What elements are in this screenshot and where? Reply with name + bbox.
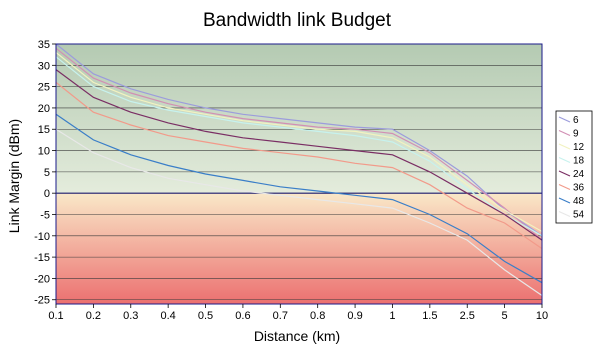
legend-label-9: 9: [573, 129, 579, 140]
legend-label-54: 54: [573, 210, 585, 221]
plot-frame: [55, 43, 543, 305]
y-tick-label: 10: [38, 146, 50, 158]
zone-below-zero: [56, 193, 542, 304]
legend-swatch-54: [558, 210, 571, 218]
y-tick-label: -20: [34, 273, 50, 285]
x-tick-label: 0.1: [48, 310, 63, 322]
legend-swatch-9: [558, 129, 571, 137]
series-lines: [55, 43, 543, 296]
series-line-6: [55, 43, 543, 237]
x-axis-title: Distance (km): [254, 328, 340, 344]
series-line-9: [55, 47, 543, 241]
x-tick-label: 0.2: [86, 310, 101, 322]
axes: [52, 43, 543, 308]
x-tick-label: 0.6: [235, 310, 250, 322]
series-line-48: [55, 113, 543, 284]
y-tick-label: 20: [38, 103, 50, 115]
x-tick-label: 10: [536, 310, 548, 322]
y-tick-label: 35: [38, 39, 50, 51]
x-tick-label: 0.9: [347, 310, 362, 322]
series-line-54: [55, 128, 543, 296]
x-tick-label: 0.7: [273, 310, 288, 322]
legend-label-48: 48: [573, 196, 585, 207]
legend-swatch-6: [558, 116, 571, 123]
legend: 6 9 12 18 24 36 48 54: [555, 110, 593, 224]
y-tick-label: 25: [38, 82, 50, 94]
y-tick-label: -25: [34, 295, 50, 307]
x-tick-labels: 0.1 0.2 0.3 0.4 0.5 0.6 0.7 0.8 0.9 1 1.5 2.5 5 10: [48, 310, 548, 322]
series-line-18: [55, 56, 543, 237]
y-tick-label: 15: [38, 124, 50, 136]
x-tick-label: 0.8: [310, 310, 325, 322]
legend-swatch-36: [558, 183, 571, 191]
series-line-12: [55, 52, 543, 233]
series-line-36: [55, 81, 543, 250]
legend-label-18: 18: [573, 156, 585, 167]
series-line-24: [55, 69, 543, 241]
x-tick-label: 0.3: [123, 310, 138, 322]
x-tick-label: 1: [389, 310, 395, 322]
y-tick-label: -15: [34, 252, 50, 264]
legend-label-12: 12: [573, 142, 585, 153]
y-tick-label: -5: [40, 209, 50, 221]
x-tick-label: 1.5: [422, 310, 437, 322]
y-tick-labels: 35 30 25 20 15 10 5 0 -5 -10 -15 -20 -25: [34, 39, 50, 307]
plot-background: [56, 44, 542, 304]
y-tick-label: 30: [38, 60, 50, 72]
x-tick-label: 2.5: [460, 310, 475, 322]
x-tick-label: 5: [502, 310, 508, 322]
y-tick-label: 5: [44, 167, 50, 179]
y-tick-label: 0: [44, 188, 50, 200]
legend-swatch-12: [558, 143, 571, 150]
y-tick-label: -10: [34, 231, 50, 243]
legend-swatch-24: [558, 170, 571, 177]
legend-swatch-18: [558, 156, 571, 164]
legend-label-24: 24: [573, 169, 585, 180]
zone-above-zero: [56, 44, 542, 194]
chart-title: Bandwidth link Budget: [203, 10, 392, 31]
x-tick-label: 0.5: [198, 310, 213, 322]
legend-label-36: 36: [573, 183, 585, 194]
legend-swatch-48: [558, 197, 571, 204]
legend-label-6: 6: [573, 115, 579, 126]
y-axis-title: Link Margin (dBm): [6, 119, 22, 233]
x-tick-label: 0.4: [161, 310, 176, 322]
legend-box: [555, 110, 593, 224]
